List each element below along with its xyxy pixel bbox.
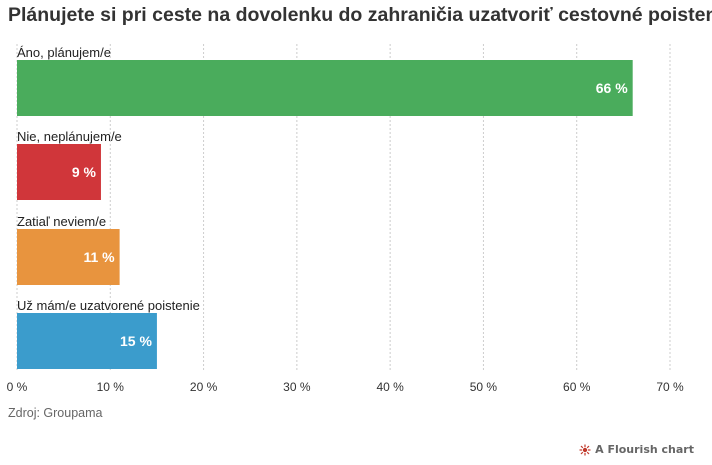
value-label-2: 11 % — [83, 249, 115, 265]
bar-1 — [17, 144, 101, 200]
value-label-1: 9 % — [72, 164, 97, 180]
x-tick-label-0: 0 % — [7, 380, 28, 394]
x-tick-label-5: 50 % — [470, 380, 498, 394]
category-label-0: Áno, plánujem/e — [17, 45, 111, 60]
bar-0 — [17, 60, 633, 116]
category-label-1: Nie, neplánujem/e — [17, 129, 122, 144]
bar-2 — [17, 229, 120, 285]
chart-title: Plánujete si pri ceste na dovolenku do z… — [8, 4, 712, 26]
x-tick-label-1: 10 % — [97, 380, 125, 394]
category-label-3: Už mám/e uzatvorené poistenie — [17, 298, 200, 313]
x-tick-label-4: 40 % — [376, 380, 404, 394]
value-label-3: 15 % — [120, 333, 152, 349]
x-tick-label-2: 20 % — [190, 380, 218, 394]
category-label-2: Zatiaľ neviem/e — [17, 214, 106, 229]
flourish-credit-label: A Flourish chart — [595, 443, 694, 456]
bar-chart: Áno, plánujem/e 66 % Nie, neplánujem/e 9 % Z… — [7, 44, 684, 394]
x-tick-label-6: 60 % — [563, 380, 591, 394]
source-note: Zdroj: Groupama — [8, 406, 103, 420]
flourish-logo-icon — [579, 444, 591, 455]
flourish-credit[interactable]: A Flourish chart — [579, 443, 694, 456]
bar-3 — [17, 313, 157, 369]
x-tick-label-3: 30 % — [283, 380, 311, 394]
x-tick-label-7: 70 % — [656, 380, 684, 394]
value-label-0: 66 % — [596, 80, 628, 96]
